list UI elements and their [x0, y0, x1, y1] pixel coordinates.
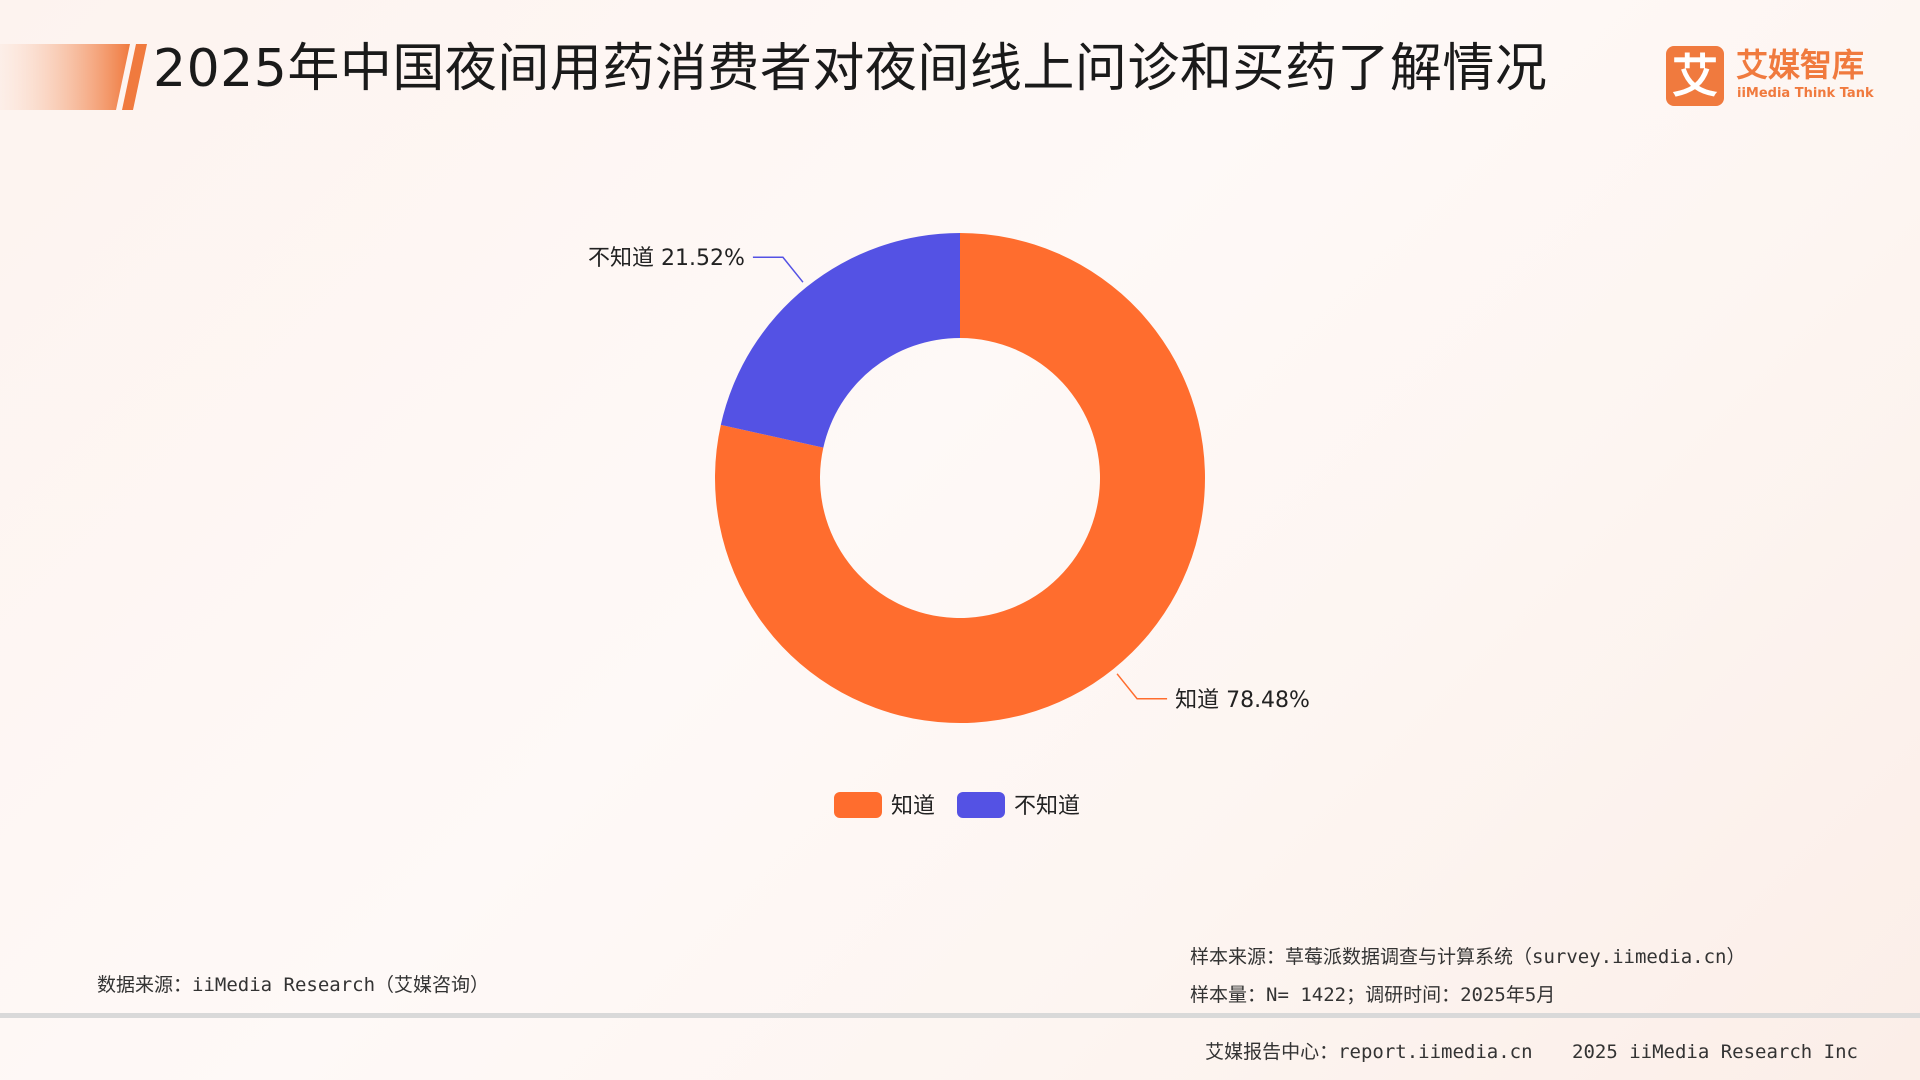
data-label-0: 知道 78.48%	[1175, 688, 1310, 713]
sample-size: 样本量：N= 1422；调研时间：2025年5月	[1190, 984, 1556, 1006]
donut-slice-1	[720, 233, 960, 448]
data-source: 数据来源：iiMedia Research（艾媒咨询）	[97, 974, 490, 996]
logo-name-en: iiMedia Think Tank	[1737, 86, 1874, 101]
legend-swatch-1[interactable]	[957, 792, 1005, 818]
sample-source: 样本来源：草莓派数据调查与计算系统（survey.iimedia.cn）	[1190, 946, 1746, 968]
footer-divider	[0, 1013, 1920, 1018]
leader-line-1	[752, 256, 804, 283]
data-label-1: 不知道 21.52%	[588, 246, 745, 271]
copyright: 2025 iiMedia Research Inc	[1572, 1041, 1858, 1063]
report-center-link[interactable]: 艾媒报告中心：report.iimedia.cn	[1205, 1041, 1533, 1063]
bottom-bar: 艾媒报告中心：report.iimedia.cn 2025 iiMedia Re…	[1177, 1037, 1858, 1064]
logo-name-cn: 艾媒智库	[1736, 46, 1865, 84]
legend-swatch-0[interactable]	[834, 792, 882, 818]
legend-label-0[interactable]: 知道	[891, 794, 935, 819]
logo-mark-icon: 艾	[1666, 46, 1724, 106]
page-title: 2025年中国夜间用药消费者对夜间线上问诊和买药了解情况	[153, 39, 1548, 99]
leader-line-0	[1116, 673, 1168, 700]
brand-logo: 艾 艾媒智库 iiMedia Think Tank	[1666, 46, 1874, 108]
donut-slice-0	[715, 233, 1205, 723]
legend-label-1[interactable]: 不知道	[1014, 794, 1080, 819]
title-decoration	[0, 44, 147, 110]
